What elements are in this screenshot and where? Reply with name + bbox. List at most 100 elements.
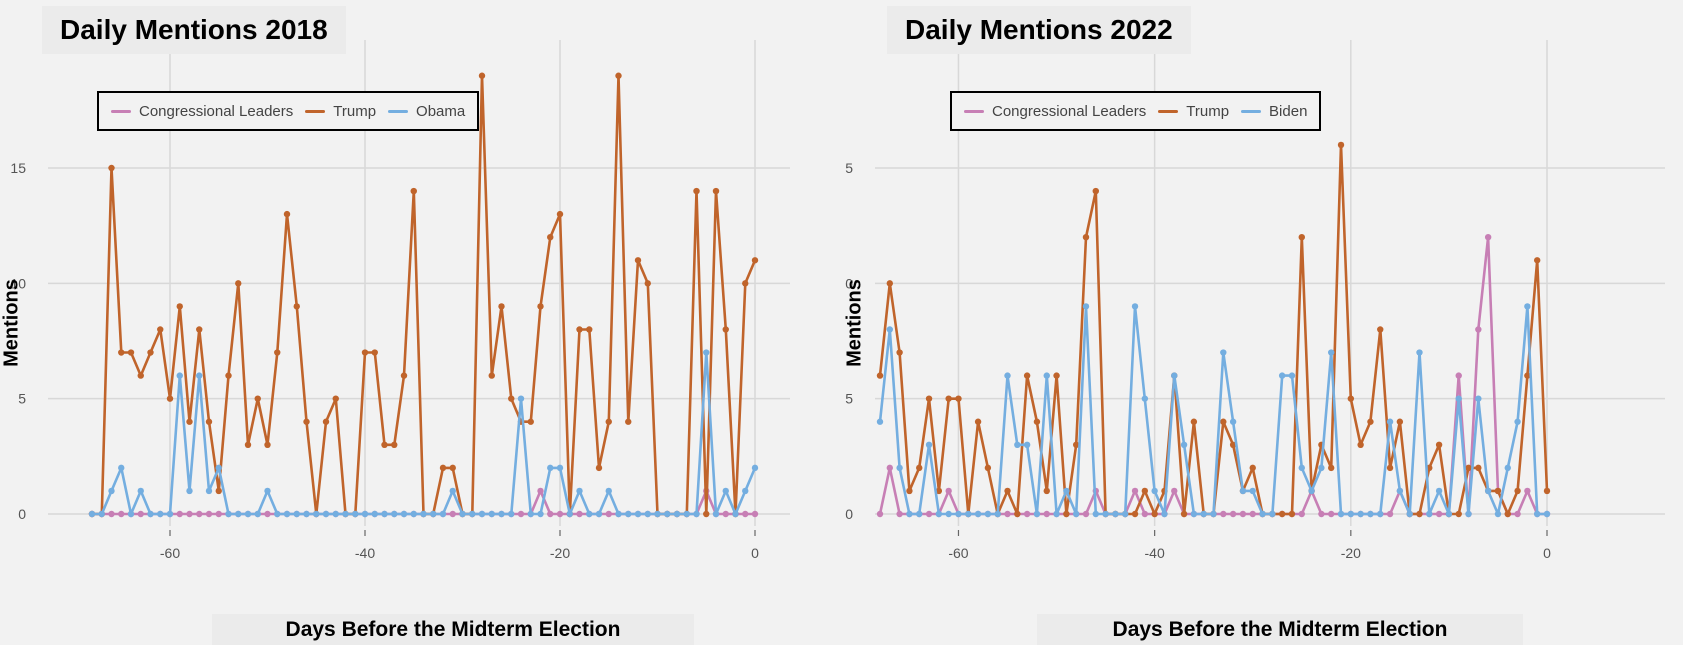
point-2018-congressional-leaders-3 bbox=[118, 510, 125, 518]
point-2022-congressional-leaders-43 bbox=[1298, 510, 1305, 518]
point-2018-trump-31 bbox=[391, 441, 398, 448]
point-2022-trump-1 bbox=[886, 280, 894, 287]
series-line-2018-trump bbox=[92, 74, 757, 516]
point-2018-trump-43 bbox=[508, 395, 515, 402]
point-2022-biden-64 bbox=[1504, 464, 1511, 472]
point-2018-trump-15 bbox=[235, 280, 242, 287]
point-2018-obama-57 bbox=[644, 510, 651, 518]
point-2018-obama-51 bbox=[586, 510, 593, 518]
point-2018-trump-50 bbox=[576, 326, 583, 333]
point-2022-biden-1 bbox=[886, 326, 894, 333]
point-2018-trump-42 bbox=[498, 303, 505, 310]
point-2022-congressional-leaders-38 bbox=[1249, 510, 1256, 518]
point-2018-congressional-leaders-2 bbox=[108, 510, 115, 518]
point-2018-trump-40 bbox=[478, 72, 486, 79]
point-2018-obama-41 bbox=[488, 510, 495, 518]
point-2018-obama-54 bbox=[615, 510, 622, 518]
point-2022-biden-50 bbox=[1367, 510, 1374, 518]
point-2018-obama-25 bbox=[332, 510, 339, 518]
point-2022-trump-66 bbox=[1524, 372, 1531, 379]
point-2018-obama-37 bbox=[449, 487, 456, 495]
plot-area-2018: 0 5 10 15 -60 -40 -20 0 bbox=[10, 40, 790, 561]
x-axis-label-2018: Days Before the Midterm Election bbox=[212, 614, 694, 645]
point-2018-trump-30 bbox=[381, 441, 388, 448]
x-tick-label-2022-minus-40: -40 bbox=[1145, 545, 1165, 561]
point-2018-obama-49 bbox=[566, 510, 573, 518]
point-2022-biden-19 bbox=[1063, 487, 1070, 495]
point-2022-biden-66 bbox=[1524, 303, 1531, 310]
point-2018-obama-7 bbox=[157, 510, 164, 518]
point-2018-trump-47 bbox=[547, 234, 554, 241]
point-2022-trump-31 bbox=[1180, 510, 1188, 518]
y-tick-label-2022-10: 10 bbox=[845, 275, 853, 291]
point-2018-obama-40 bbox=[478, 510, 486, 518]
point-2022-trump-52 bbox=[1386, 464, 1394, 472]
plot-area-2022: 0 5 10 15 -60 -40 -20 0 bbox=[845, 40, 1665, 561]
point-2018-congressional-leaders-18 bbox=[264, 510, 271, 518]
y-axis-label-2022: Mentions bbox=[843, 278, 866, 367]
point-2022-biden-23 bbox=[1102, 510, 1109, 518]
point-2018-trump-32 bbox=[400, 372, 408, 379]
point-2022-biden-15 bbox=[1023, 441, 1031, 448]
point-2018-obama-52 bbox=[595, 510, 603, 518]
point-2018-trump-68 bbox=[751, 257, 759, 264]
point-2022-congressional-leaders-26 bbox=[1131, 487, 1139, 495]
point-2022-trump-64 bbox=[1504, 510, 1511, 518]
point-2018-trump-62 bbox=[693, 187, 700, 195]
point-2018-obama-20 bbox=[283, 510, 291, 518]
point-2022-biden-24 bbox=[1112, 510, 1119, 518]
point-2022-congressional-leaders-59 bbox=[1455, 372, 1462, 379]
point-2018-obama-50 bbox=[576, 487, 583, 495]
point-2018-trump-67 bbox=[742, 280, 749, 287]
point-2022-biden-57 bbox=[1435, 487, 1443, 495]
point-2022-trump-0 bbox=[876, 372, 884, 379]
point-2018-obama-42 bbox=[498, 510, 505, 518]
point-2018-obama-12 bbox=[205, 487, 213, 495]
point-2018-obama-17 bbox=[254, 510, 261, 518]
point-2022-trump-5 bbox=[925, 395, 933, 402]
point-2022-biden-31 bbox=[1180, 441, 1188, 448]
point-2018-obama-60 bbox=[673, 510, 681, 518]
point-2022-trump-35 bbox=[1220, 418, 1227, 425]
point-2018-trump-55 bbox=[625, 418, 632, 425]
point-2018-obama-56 bbox=[634, 510, 642, 518]
legend-item-obama-2018: Obama bbox=[388, 103, 465, 120]
point-2018-trump-14 bbox=[225, 372, 232, 379]
point-2022-biden-18 bbox=[1053, 510, 1060, 518]
x-tick-label-2022-minus-60: -60 bbox=[948, 545, 968, 561]
point-2018-trump-53 bbox=[605, 418, 612, 425]
point-2022-biden-38 bbox=[1249, 487, 1256, 495]
point-2022-trump-10 bbox=[974, 418, 982, 425]
point-2022-biden-25 bbox=[1122, 510, 1129, 518]
point-2018-trump-51 bbox=[586, 326, 593, 333]
point-2022-trump-6 bbox=[935, 487, 943, 495]
y-tick-label-2022-15: 15 bbox=[845, 160, 853, 176]
point-2022-biden-33 bbox=[1200, 510, 1207, 518]
point-2018-trump-8 bbox=[166, 395, 174, 402]
point-2022-trump-51 bbox=[1377, 326, 1384, 333]
point-2022-biden-54 bbox=[1406, 510, 1413, 518]
point-2022-congressional-leaders-2 bbox=[896, 510, 903, 518]
point-2022-congressional-leaders-17 bbox=[1043, 510, 1050, 518]
point-2018-obama-32 bbox=[400, 510, 408, 518]
point-2018-trump-20 bbox=[283, 210, 291, 218]
point-2018-obama-4 bbox=[127, 510, 135, 518]
point-2018-obama-63 bbox=[703, 349, 710, 356]
y-tick-label-2018-15: 15 bbox=[10, 160, 26, 176]
point-2018-trump-16 bbox=[244, 441, 252, 448]
point-2018-trump-36 bbox=[439, 464, 447, 472]
point-2022-biden-32 bbox=[1190, 510, 1198, 518]
point-2022-trump-21 bbox=[1082, 234, 1090, 241]
point-2022-trump-48 bbox=[1347, 395, 1355, 402]
point-2022-biden-30 bbox=[1171, 372, 1178, 379]
point-2018-congressional-leaders-10 bbox=[186, 510, 193, 518]
point-2018-trump-10 bbox=[186, 418, 193, 425]
legend-item-biden-2022: Biden bbox=[1241, 103, 1307, 120]
point-2018-congressional-leaders-50 bbox=[576, 510, 583, 518]
point-2022-biden-37 bbox=[1239, 487, 1247, 495]
point-2018-obama-45 bbox=[527, 510, 534, 518]
point-2018-obama-61 bbox=[683, 510, 690, 518]
x-tick-label-2018-minus-20: -20 bbox=[550, 545, 570, 561]
point-2022-trump-63 bbox=[1494, 487, 1502, 495]
point-2022-trump-8 bbox=[955, 395, 962, 402]
